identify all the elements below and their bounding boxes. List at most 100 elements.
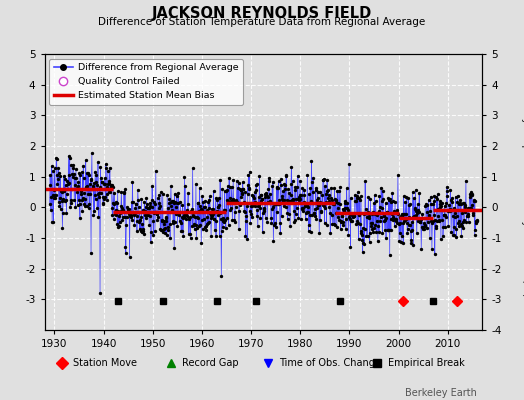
Point	[295, 199, 303, 205]
Point	[278, 196, 287, 202]
Point	[75, 170, 83, 176]
Point	[394, 211, 402, 218]
Point	[451, 209, 459, 216]
Point	[204, 219, 212, 226]
Point	[400, 210, 408, 217]
Point	[403, 220, 411, 226]
Point	[300, 199, 308, 206]
Point	[210, 216, 219, 222]
Point	[243, 182, 252, 188]
Point	[330, 201, 338, 207]
Point	[62, 210, 71, 216]
Point	[417, 216, 425, 223]
Point	[310, 210, 318, 216]
Point	[328, 197, 336, 203]
Point	[219, 224, 227, 230]
Point	[205, 193, 214, 199]
Point	[131, 205, 139, 211]
Point	[453, 192, 462, 199]
Point	[395, 238, 403, 244]
Point	[147, 238, 155, 245]
Point	[441, 212, 450, 218]
Point	[206, 210, 214, 216]
Point	[72, 185, 81, 192]
Point	[386, 195, 394, 202]
Point	[389, 216, 398, 223]
Point	[123, 203, 132, 210]
Point	[252, 182, 260, 188]
Point	[423, 219, 432, 226]
Point	[74, 197, 83, 204]
Point	[429, 198, 438, 204]
Point	[384, 226, 392, 233]
Point	[105, 189, 113, 195]
Point	[464, 211, 473, 218]
Point	[245, 185, 253, 191]
Point	[214, 212, 223, 218]
Point	[217, 216, 225, 222]
Point	[110, 201, 118, 208]
Point	[400, 217, 409, 224]
Point	[155, 192, 163, 198]
Point	[401, 217, 409, 224]
Point	[184, 230, 193, 237]
Point	[267, 215, 275, 221]
Point	[134, 186, 142, 193]
Point	[109, 184, 117, 190]
Point	[152, 209, 160, 215]
Point	[172, 192, 181, 199]
Point	[263, 193, 271, 200]
Point	[188, 223, 196, 230]
Point	[242, 213, 250, 219]
Point	[425, 214, 433, 220]
Point	[262, 192, 270, 198]
Point	[266, 198, 274, 204]
Point	[113, 200, 121, 206]
Point	[115, 212, 123, 219]
Point	[397, 213, 405, 219]
Point	[255, 173, 264, 179]
Point	[136, 226, 144, 232]
Point	[311, 206, 319, 212]
Point	[163, 192, 171, 198]
Point	[121, 186, 129, 193]
Text: Station Move: Station Move	[73, 358, 137, 368]
Point	[101, 193, 110, 200]
Point	[459, 225, 467, 231]
Point	[198, 207, 206, 213]
Point	[95, 184, 104, 190]
Point	[172, 210, 180, 217]
Point	[347, 211, 356, 218]
Point	[46, 182, 54, 188]
Point	[203, 214, 211, 220]
Point	[50, 165, 59, 172]
Point	[157, 227, 165, 234]
Point	[373, 210, 381, 217]
Point	[439, 224, 447, 230]
Point	[63, 181, 72, 188]
Point	[268, 183, 276, 189]
Point	[455, 218, 464, 224]
Point	[101, 175, 109, 182]
Point	[355, 195, 363, 202]
Point	[438, 216, 446, 223]
Point	[125, 206, 133, 212]
Point	[211, 227, 219, 233]
Point	[54, 165, 62, 172]
Point	[300, 186, 308, 193]
Point	[121, 244, 129, 250]
Point	[265, 178, 274, 184]
Point	[216, 210, 225, 216]
Point	[273, 184, 281, 191]
Point	[468, 212, 477, 219]
Point	[407, 240, 416, 246]
Point	[123, 206, 132, 213]
Point	[130, 221, 139, 228]
Point	[196, 206, 205, 212]
Point	[149, 232, 158, 238]
Point	[145, 222, 154, 228]
Point	[278, 192, 286, 199]
Point	[341, 205, 349, 211]
Point	[55, 170, 63, 176]
Point	[402, 210, 410, 217]
